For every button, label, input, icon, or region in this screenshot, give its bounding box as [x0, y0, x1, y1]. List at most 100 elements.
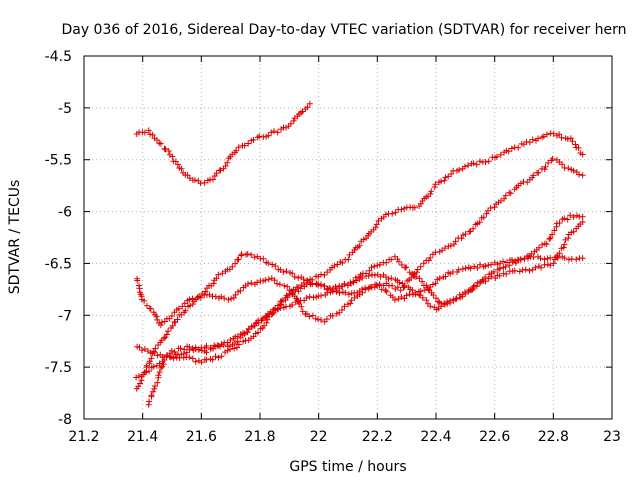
- data-point: [409, 287, 416, 294]
- data-point: [438, 178, 444, 185]
- data-point: [406, 291, 413, 298]
- data-point: [561, 255, 568, 262]
- data-point: [383, 288, 390, 295]
- data-point: [366, 267, 373, 274]
- data-point: [368, 264, 375, 271]
- data-point: [428, 188, 435, 195]
- data-point: [550, 260, 557, 267]
- data-point: [338, 283, 345, 290]
- data-point: [371, 263, 378, 270]
- data-point: [210, 280, 217, 287]
- data-point: [474, 265, 481, 271]
- y-tick-label: -7: [58, 308, 72, 324]
- data-point: [149, 131, 156, 138]
- data-point: [461, 163, 468, 170]
- y-tick-label: -5.5: [45, 153, 72, 169]
- data-point: [186, 175, 193, 182]
- x-tick-label: 23: [603, 429, 621, 445]
- data-point: [561, 215, 568, 222]
- data-point: [147, 131, 154, 138]
- data-point: [398, 262, 405, 268]
- data-point: [265, 276, 272, 283]
- data-point: [398, 294, 405, 300]
- data-point: [388, 275, 395, 282]
- data-point: [477, 261, 483, 268]
- data-point: [427, 254, 434, 261]
- data-point: [417, 292, 424, 299]
- data-point: [502, 263, 509, 270]
- data-point: [270, 309, 277, 316]
- x-tick-label: 21.8: [244, 429, 275, 445]
- data-point: [157, 322, 164, 329]
- data-point: [385, 276, 392, 282]
- data-point: [238, 251, 245, 258]
- series-track-2: [134, 212, 586, 361]
- data-point: [287, 120, 294, 127]
- data-point: [396, 258, 402, 265]
- y-tick-label: -7.5: [45, 360, 72, 376]
- data-point: [154, 379, 161, 386]
- data-point: [558, 134, 565, 141]
- data-point: [156, 360, 163, 367]
- data-point: [218, 353, 225, 360]
- data-point: [293, 295, 300, 302]
- data-point: [565, 256, 572, 263]
- data-point: [579, 213, 586, 220]
- data-point: [228, 295, 235, 302]
- data-point: [382, 211, 389, 218]
- data-point: [136, 373, 142, 379]
- data-point: [232, 260, 239, 267]
- data-point: [276, 302, 283, 309]
- data-point: [394, 284, 401, 291]
- data-point: [284, 283, 291, 290]
- data-point: [543, 131, 550, 138]
- data-point: [511, 267, 518, 274]
- y-tick-label: -5: [58, 101, 72, 117]
- axis-ticks: [83, 55, 613, 420]
- x-axis-label: GPS time / hours: [289, 459, 406, 475]
- data-point: [537, 255, 544, 262]
- data-point: [341, 280, 348, 287]
- data-point: [191, 177, 198, 184]
- data-point: [473, 283, 480, 290]
- data-point: [468, 287, 475, 294]
- data-point: [573, 256, 580, 263]
- x-tick-label: 22: [310, 429, 328, 445]
- data-point: [539, 241, 546, 248]
- data-point: [505, 148, 512, 155]
- data-point: [150, 348, 157, 355]
- data-point: [225, 296, 232, 303]
- data-point: [376, 282, 383, 289]
- data-point: [213, 275, 220, 282]
- data-point: [306, 100, 313, 107]
- data-point: [432, 249, 439, 256]
- data-point: [141, 346, 148, 352]
- data-point: [498, 197, 504, 204]
- data-point: [298, 303, 305, 310]
- data-point: [265, 260, 272, 267]
- data-point: [334, 261, 341, 268]
- data-point: [401, 205, 408, 212]
- x-tick-label: 21.6: [186, 429, 217, 445]
- data-point: [512, 258, 519, 264]
- data-point: [417, 263, 424, 270]
- data-point: [212, 353, 219, 360]
- x-tick-label: 21.2: [68, 429, 99, 445]
- data-point: [276, 281, 283, 288]
- data-point: [155, 372, 162, 379]
- data-point: [203, 356, 210, 363]
- data-point: [452, 296, 459, 303]
- data-point: [235, 341, 242, 348]
- data-point: [471, 263, 478, 270]
- data-point: [368, 284, 375, 291]
- data-point: [269, 310, 276, 317]
- data-point: [496, 265, 503, 272]
- data-point: [433, 295, 439, 302]
- data-point: [465, 162, 472, 169]
- data-point: [262, 277, 269, 284]
- data-point: [549, 231, 556, 238]
- data-point: [442, 174, 449, 181]
- data-point: [530, 172, 537, 179]
- data-point: [146, 368, 153, 375]
- data-point: [192, 344, 199, 351]
